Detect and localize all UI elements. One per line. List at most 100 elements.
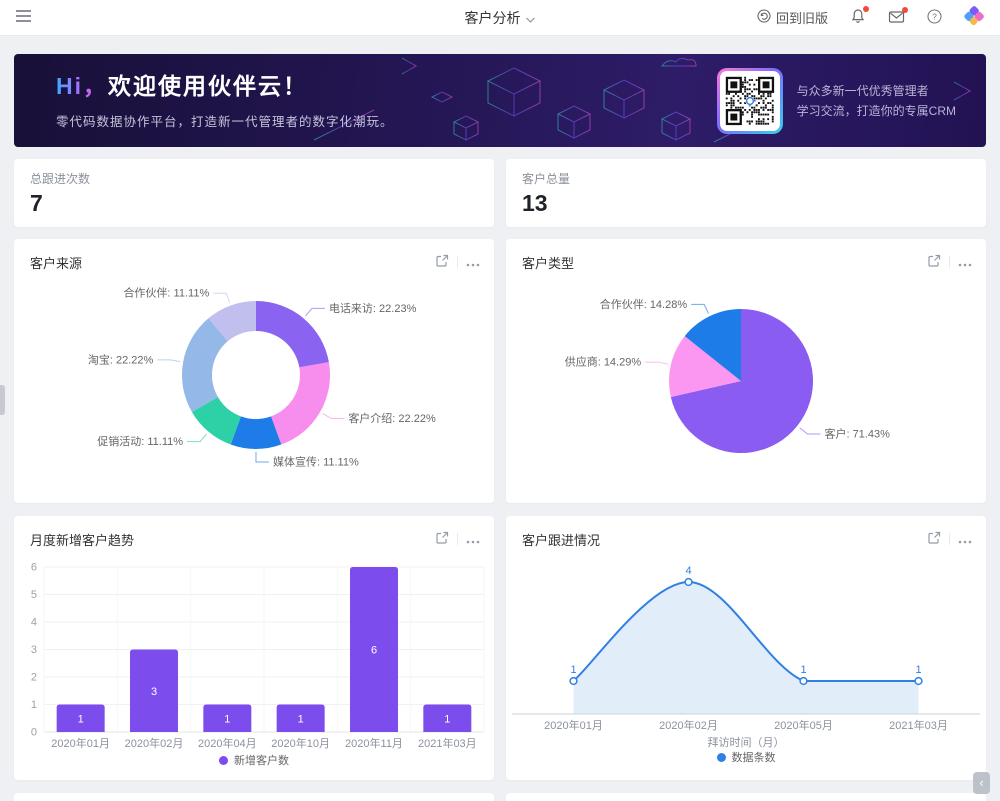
more-options-button[interactable] (466, 255, 480, 270)
svg-text:0: 0 (31, 727, 37, 739)
bar-chart-monthly-new-customers[interactable]: 0 1 2 3 4 5 6 1 2020年01月 3 2020年02月 1 2020年04月 1 2020年… (14, 554, 494, 752)
expand-chart-button[interactable] (435, 531, 449, 548)
notifications-button[interactable] (850, 6, 869, 27)
donut-chart-customer-source[interactable]: 电话来访: 22.23% 客户介绍: 22.22% 媒体宣传: 11.11% 促销活动… (14, 277, 494, 489)
qr-caption-line1: 与众多新一代优秀管理者 (796, 83, 929, 98)
more-options-button[interactable] (958, 255, 972, 270)
svg-text:2021年03月: 2021年03月 (418, 736, 477, 750)
svg-text:1: 1 (298, 713, 304, 725)
svg-text:合作伙伴: 14.28%: 合作伙伴: 14.28% (600, 297, 688, 311)
svg-text:2020年02月: 2020年02月 (659, 718, 718, 732)
hamburger-menu-button[interactable] (16, 10, 31, 25)
svg-text:2020年01月: 2020年01月 (51, 736, 110, 750)
huoban-logo (964, 6, 984, 29)
svg-text:1: 1 (224, 713, 230, 725)
svg-text:电话来访: 22.23%: 电话来访: 22.23% (329, 302, 417, 315)
svg-text:1: 1 (31, 699, 37, 711)
more-options-button[interactable] (958, 532, 972, 547)
more-icon (958, 255, 972, 270)
svg-text:2021年03月: 2021年03月 (889, 718, 948, 732)
legend-data-count[interactable]: 数据条数 (506, 749, 986, 765)
svg-text:1: 1 (915, 664, 921, 676)
hamburger-icon (16, 10, 31, 25)
welcome-banner: Hi，欢迎使用伙伴云！ 零代码数据协作平台，打造新一代管理者的数字化潮玩。 与众… (14, 54, 986, 147)
more-icon (466, 255, 480, 270)
qr-caption-line2: 学习交流，打造你的专属CRM (796, 103, 956, 118)
svg-text:2020年04月: 2020年04月 (198, 736, 257, 750)
collapse-panel-button[interactable]: ‹ (973, 772, 990, 794)
svg-text:2020年01月: 2020年01月 (544, 718, 603, 732)
more-options-button[interactable] (466, 532, 480, 547)
pie-chart-customer-type[interactable]: 客户: 71.43% 供应商: 14.29% 合作伙伴: 14.28% (506, 277, 986, 489)
expand-chart-button[interactable] (927, 531, 941, 548)
back-to-old-label: 回到旧版 (775, 11, 828, 26)
top-navbar: 客户分析 回到旧版 ? (0, 0, 1000, 36)
svg-text:媒体宣传: 11.11%: 媒体宣传: 11.11% (273, 455, 359, 469)
svg-text:3: 3 (31, 644, 37, 656)
expand-chart-button[interactable] (927, 254, 941, 271)
banner-greeting: 欢迎使用伙伴云！ (108, 73, 308, 99)
svg-text:3: 3 (151, 686, 157, 698)
app-logo-button[interactable] (964, 6, 984, 29)
messages-button[interactable] (888, 6, 908, 27)
legend-label: 数据条数 (731, 752, 776, 764)
svg-text:促销活动: 11.11%: 促销活动: 11.11% (97, 434, 183, 448)
line-chart-followup[interactable]: 1 2020年01月 4 2020年02月 1 2020年05月 1 2021年03月 (506, 554, 986, 734)
card-title: 客户来源 (30, 255, 83, 271)
chevron-down-icon (526, 10, 536, 26)
svg-text:6: 6 (371, 645, 377, 657)
question-circle-icon: ? (927, 8, 942, 27)
stat-value: 7 (30, 190, 43, 216)
banner-subtitle: 零代码数据协作平台，打造新一代管理者的数字化潮玩。 (56, 115, 394, 129)
svg-text:2020年10月: 2020年10月 (271, 736, 330, 750)
svg-text:?: ? (932, 11, 937, 21)
svg-text:1: 1 (570, 664, 576, 676)
mail-icon (888, 9, 905, 27)
svg-text:2: 2 (31, 672, 37, 684)
chart-card-followup: 客户跟进情况 1 2020年01月 4 2020年02月 1 2020年05月 1 2021年… (506, 516, 986, 780)
svg-text:客户: 71.43%: 客户: 71.43% (824, 426, 890, 440)
legend-new-customers[interactable]: 新增客户数 (14, 752, 494, 768)
sidebar-drag-handle[interactable] (0, 385, 5, 415)
svg-text:1: 1 (444, 713, 450, 725)
dashboard-main: Hi，欢迎使用伙伴云！ 零代码数据协作平台，打造新一代管理者的数字化潮玩。 与众… (0, 36, 1000, 801)
svg-text:2020年11月: 2020年11月 (345, 736, 403, 750)
svg-text:4: 4 (685, 565, 691, 577)
page-title-dropdown[interactable]: 客户分析 (465, 8, 536, 28)
stat-card-total-customers: 客户总量 13 (506, 159, 986, 227)
stat-card-followups: 总跟进次数 7 (14, 159, 494, 227)
svg-text:1: 1 (78, 713, 84, 725)
help-button[interactable]: ? (927, 8, 942, 27)
svg-text:2020年02月: 2020年02月 (125, 736, 184, 750)
svg-text:供应商: 14.29%: 供应商: 14.29% (565, 355, 642, 369)
bell-icon (850, 8, 866, 27)
expand-icon (927, 254, 941, 271)
card-title: 客户类型 (522, 255, 575, 271)
card-title: 月度新增客户趋势 (30, 532, 135, 548)
banner-hi: Hi， (56, 73, 108, 99)
svg-text:2020年05月: 2020年05月 (774, 718, 833, 732)
expand-icon (927, 531, 941, 548)
chart-card-monthly-trend: 月度新增客户趋势 0 1 2 3 4 5 6 1 2020年01月 3 2020年02月 1 2020年… (14, 516, 494, 780)
card-title: 客户跟进情况 (522, 532, 601, 548)
chart-card-customer-type: 客户类型 客户: 71.43% 供应商: 14.29% 合作伙伴: 14.28% (506, 239, 986, 503)
back-to-old-version-button[interactable]: 回到旧版 (757, 8, 828, 27)
x-axis-title: 拜访时间（月） (707, 737, 785, 749)
more-icon (466, 532, 480, 547)
svg-text:淘宝: 22.22%: 淘宝: 22.22% (88, 352, 154, 366)
next-row-peek (14, 793, 986, 801)
expand-chart-button[interactable] (435, 254, 449, 271)
qr-caption: 与众多新一代优秀管理者 学习交流，打造你的专属CRM (797, 81, 956, 121)
expand-icon (435, 254, 449, 271)
messages-badge (902, 6, 908, 13)
banner-isometric-art (313, 57, 972, 143)
legend-dot (219, 755, 228, 765)
qr-code (716, 67, 783, 134)
legend-dot (716, 752, 726, 762)
chart-card-customer-source: 客户来源 电话来访: 22.23% 客户介绍: 22.22% 媒体宣传: 11.11… (14, 239, 494, 503)
expand-icon (435, 531, 449, 548)
svg-text:客户介绍: 22.22%: 客户介绍: 22.22% (348, 411, 436, 425)
stat-label: 客户总量 (522, 172, 571, 186)
stat-label: 总跟进次数 (30, 172, 91, 186)
banner-title: Hi，欢迎使用伙伴云！ (56, 67, 394, 101)
